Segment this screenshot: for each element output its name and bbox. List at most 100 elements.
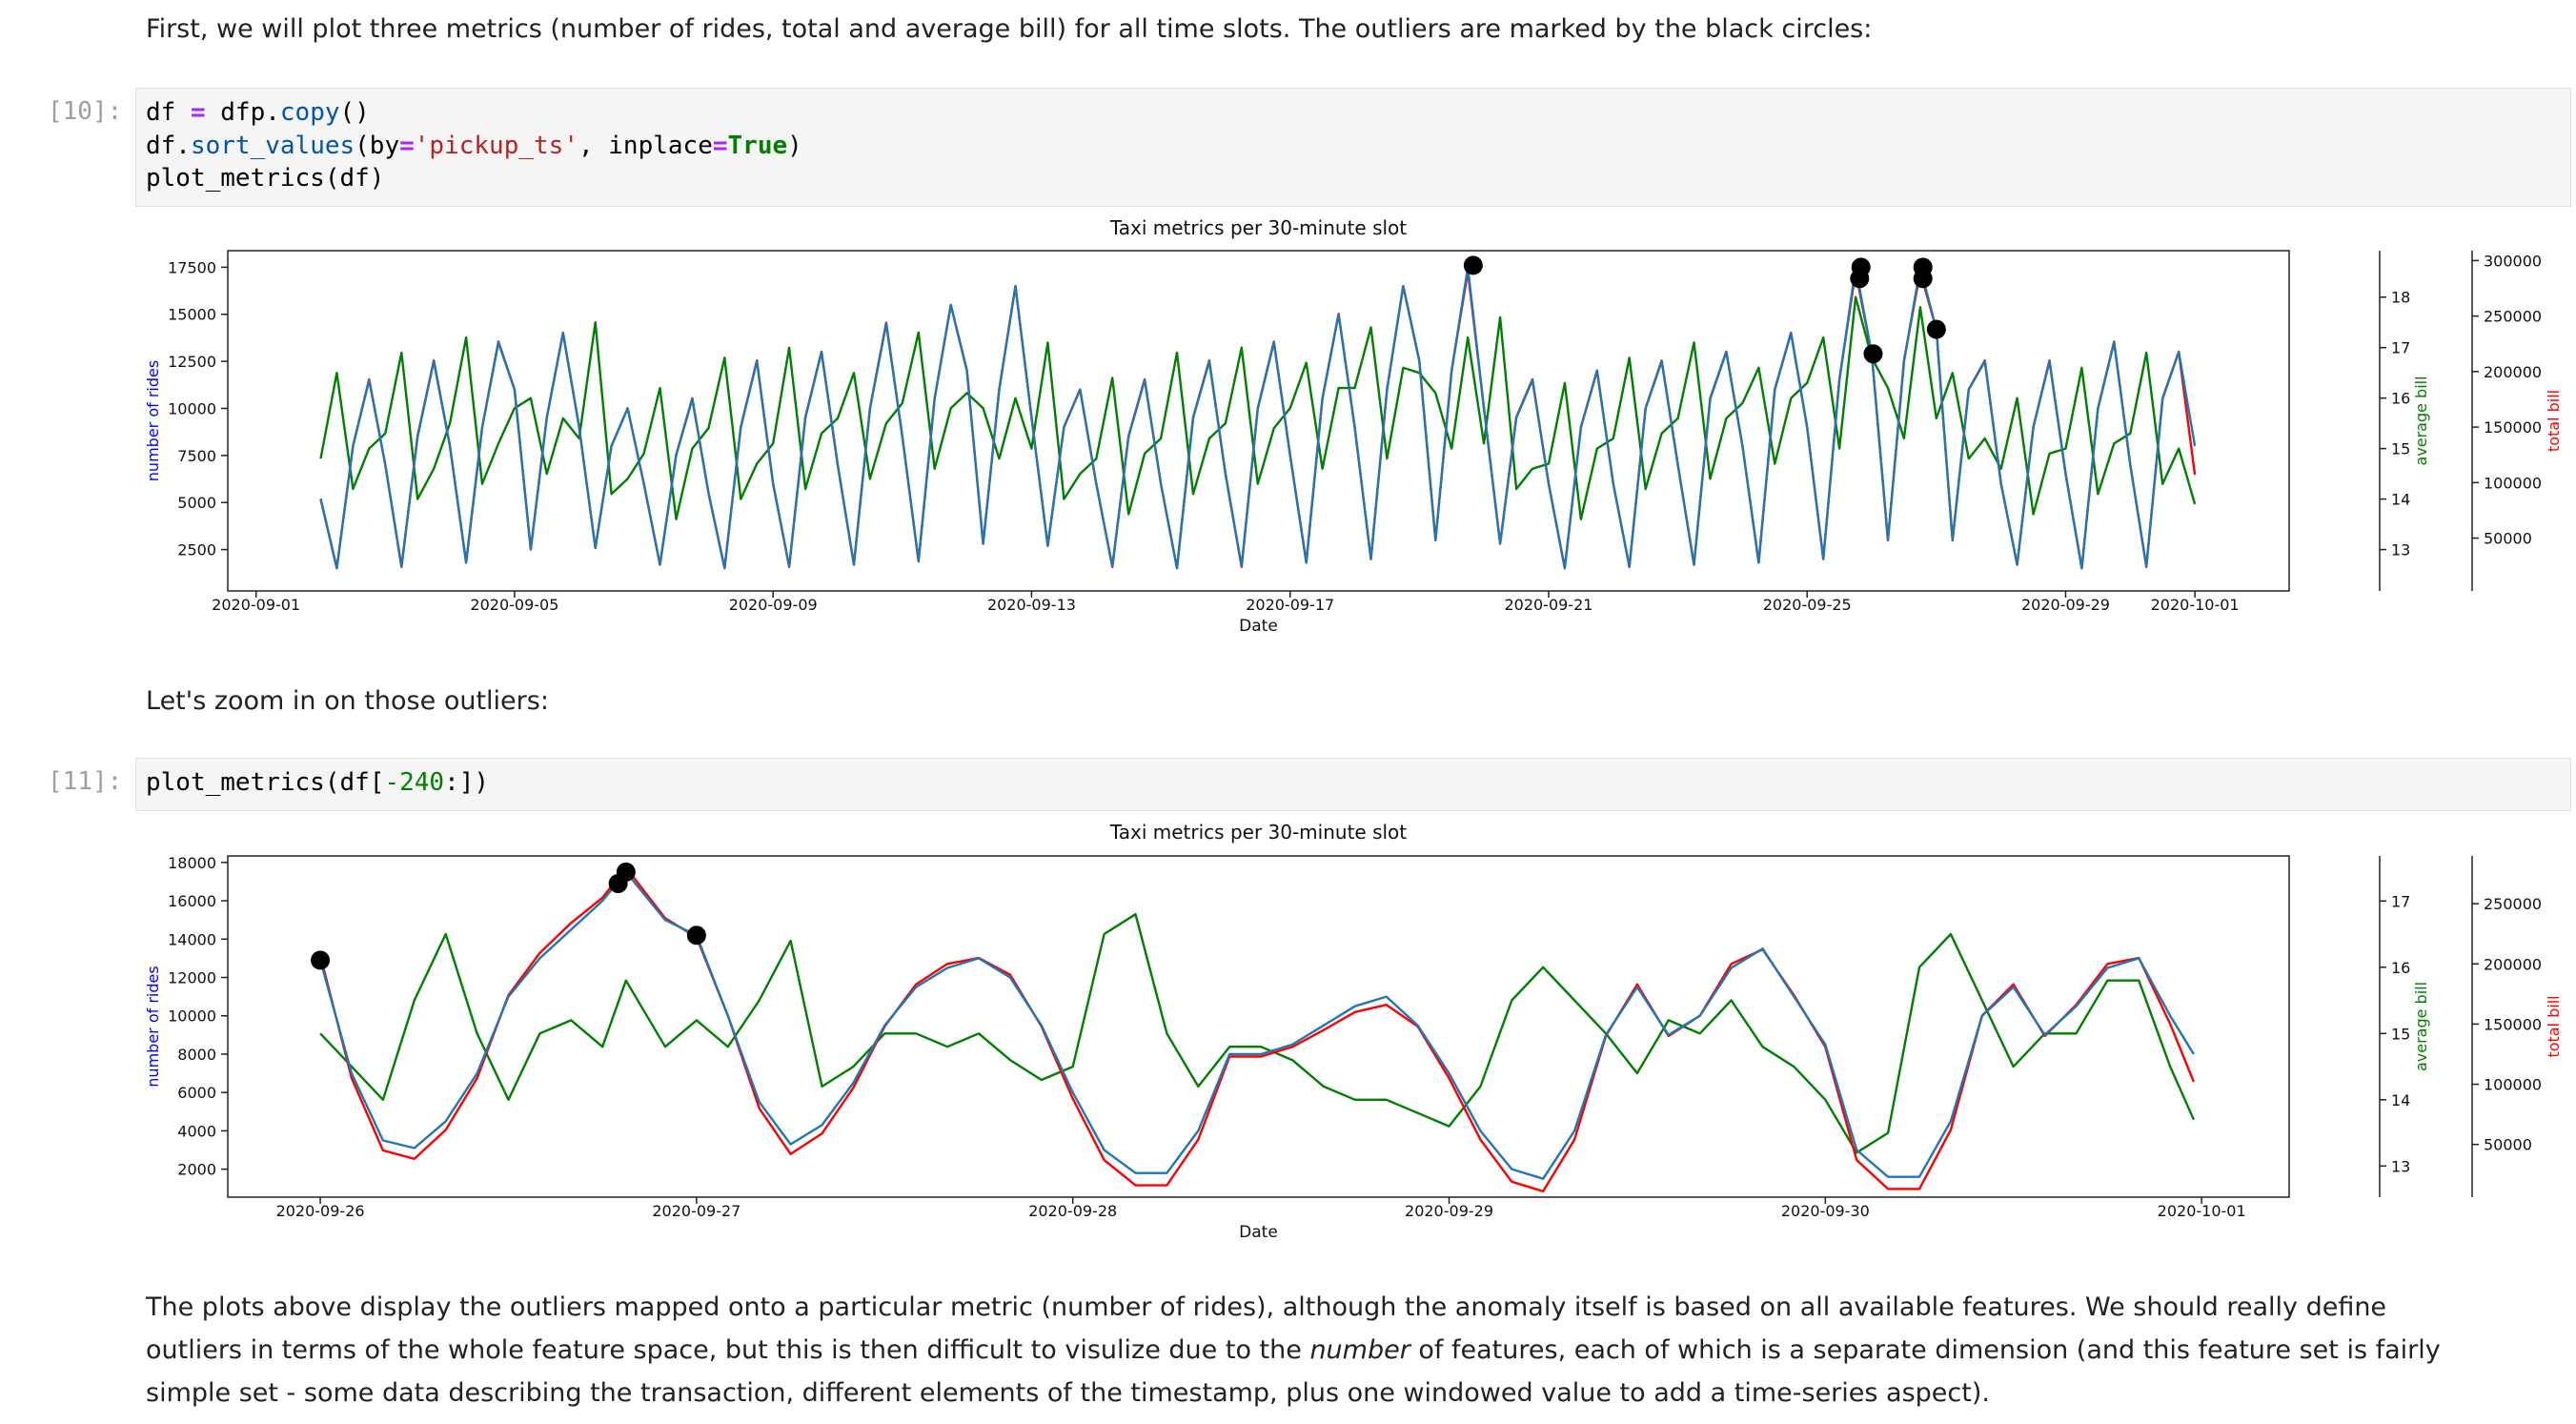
y-tick-label-rides: 8000: [177, 1046, 216, 1064]
series-line-avg: [319, 913, 2195, 1154]
x-tick-label: 2020-09-13: [987, 596, 1076, 614]
y-axis-label-total: total bill: [2545, 390, 2563, 452]
y-tick-label-rides: 12000: [168, 969, 216, 987]
x-tick-label: 2020-10-01: [2151, 596, 2240, 614]
x-tick-label: 2020-09-17: [1246, 596, 1334, 614]
code-token: df: [146, 98, 191, 127]
code-token: (): [339, 98, 370, 127]
axes-frame: [227, 250, 2290, 592]
y-tick-label-total: 300000: [2484, 252, 2542, 270]
y-tick-label-total: 150000: [2484, 418, 2542, 437]
code-token: (by: [355, 131, 400, 160]
series-line-rides: [319, 266, 2197, 570]
code-method: sort_values: [190, 131, 355, 160]
outlier-marker: [1926, 319, 1946, 339]
code-token: :]): [444, 768, 490, 797]
x-tick-label: 2020-09-25: [1763, 596, 1852, 614]
series-line-avg: [319, 295, 2197, 520]
y-axis-label-rides: number of rides: [144, 360, 162, 481]
y-tick-label-avg: 17: [2391, 339, 2410, 357]
outlier-marker: [1863, 344, 1883, 364]
code-token: , inplace: [578, 131, 713, 160]
y-tick-label-avg: 15: [2391, 1025, 2410, 1043]
y-axis-label-avg: average bill: [2412, 376, 2430, 465]
y-tick-label-avg: 14: [2391, 1091, 2410, 1109]
code-token: plot_metrics(df): [146, 164, 385, 193]
intro-text: First, we will plot three metrics (numbe…: [146, 14, 1873, 44]
code-keyword: True: [727, 131, 788, 160]
closing-text-emphasis: number: [1309, 1335, 1410, 1365]
series-line-total: [318, 866, 2196, 1193]
y-tick-label-avg: 18: [2391, 289, 2410, 307]
cell-prompt-11: [11]:: [48, 767, 123, 796]
y-tick-label-avg: 13: [2391, 541, 2410, 559]
outlier-marker: [1851, 257, 1871, 277]
y-tick-label-avg: 17: [2391, 892, 2410, 910]
closing-text: The plots above display the outliers map…: [146, 1286, 2481, 1414]
x-tick-label: 2020-09-28: [1028, 1202, 1117, 1220]
x-tick-label: 2020-09-27: [652, 1202, 740, 1220]
y-tick-label-total: 100000: [2484, 1076, 2542, 1094]
y-tick-label-rides: 10000: [168, 399, 216, 417]
code-cell-11[interactable]: plot_metrics(df[-240:]): [135, 758, 2571, 811]
y-tick-label-total: 50000: [2484, 530, 2532, 548]
code-token: dfp.: [205, 98, 280, 127]
code-operator: =: [190, 98, 206, 127]
y-tick-label-rides: 5000: [177, 494, 216, 512]
code-token: ): [787, 131, 802, 160]
x-tick-label: 2020-09-05: [470, 596, 558, 614]
y-tick-label-rides: 15000: [168, 306, 216, 324]
x-tick-label: 2020-10-01: [2158, 1202, 2246, 1220]
outlier-marker: [608, 873, 628, 893]
y-tick-label-avg: 13: [2391, 1157, 2410, 1175]
series-line-rides: [318, 870, 2195, 1180]
y-tick-label-rides: 18000: [168, 854, 216, 872]
closing-text-part2: of features, each of which is a separate…: [146, 1335, 2441, 1408]
chart-title: Taxi metrics per 30-minute slot: [1109, 821, 1407, 844]
x-tick-label: 2020-09-29: [1405, 1202, 1493, 1220]
y-tick-label-avg: 16: [2391, 959, 2410, 977]
outlier-marker: [1850, 269, 1870, 289]
code-string: 'pickup_ts': [414, 131, 578, 160]
outlier-marker: [1913, 257, 1933, 277]
y-tick-label-total: 100000: [2484, 474, 2542, 492]
code-number: -240: [384, 768, 445, 797]
code-operator: =: [712, 131, 728, 160]
code-cell-10[interactable]: df = dfp.copy() df.sort_values(by='picku…: [135, 88, 2571, 207]
x-tick-label: 2020-09-01: [212, 596, 300, 614]
y-tick-label-total: 50000: [2484, 1136, 2532, 1154]
y-tick-label-avg: 15: [2391, 440, 2410, 458]
y-tick-label-rides: 17500: [168, 258, 216, 276]
y-axis-label-avg: average bill: [2412, 982, 2430, 1071]
outlier-marker: [1463, 255, 1483, 275]
x-tick-label: 2020-09-21: [1504, 596, 1592, 614]
y-tick-label-total: 250000: [2484, 895, 2542, 913]
code-token: plot_metrics(df[: [146, 768, 385, 797]
y-tick-label-avg: 16: [2391, 390, 2410, 408]
y-tick-label-rides: 14000: [168, 930, 216, 948]
zoom-text: Let's zoom in on those outliers:: [146, 686, 549, 716]
y-tick-label-rides: 2000: [177, 1161, 216, 1179]
code-operator: =: [399, 131, 415, 160]
code-token: df.: [146, 131, 191, 160]
x-tick-label: 2020-09-29: [2021, 596, 2110, 614]
y-tick-label-rides: 2500: [177, 541, 216, 559]
x-tick-label: 2020-09-26: [276, 1202, 365, 1220]
x-tick-label: 2020-09-09: [729, 596, 818, 614]
axes-frame: [227, 855, 2290, 1198]
outlier-marker: [1913, 269, 1933, 289]
outlier-marker: [311, 950, 331, 970]
outlier-marker: [686, 926, 706, 946]
x-tick-label: 2020-09-30: [1781, 1202, 1870, 1220]
y-axis-label-total: total bill: [2545, 995, 2563, 1057]
y-tick-label-avg: 14: [2391, 491, 2410, 509]
code-method: copy: [279, 98, 340, 127]
y-tick-label-rides: 4000: [177, 1122, 216, 1140]
x-axis-label: Date: [1239, 617, 1278, 636]
x-axis-label: Date: [1239, 1223, 1278, 1242]
chart-title: Taxi metrics per 30-minute slot: [1109, 216, 1407, 239]
series-line-total: [319, 270, 2197, 570]
y-axis-label-rides: number of rides: [144, 966, 162, 1087]
y-tick-label-rides: 6000: [177, 1084, 216, 1102]
cell-prompt-10: [10]:: [48, 97, 123, 126]
